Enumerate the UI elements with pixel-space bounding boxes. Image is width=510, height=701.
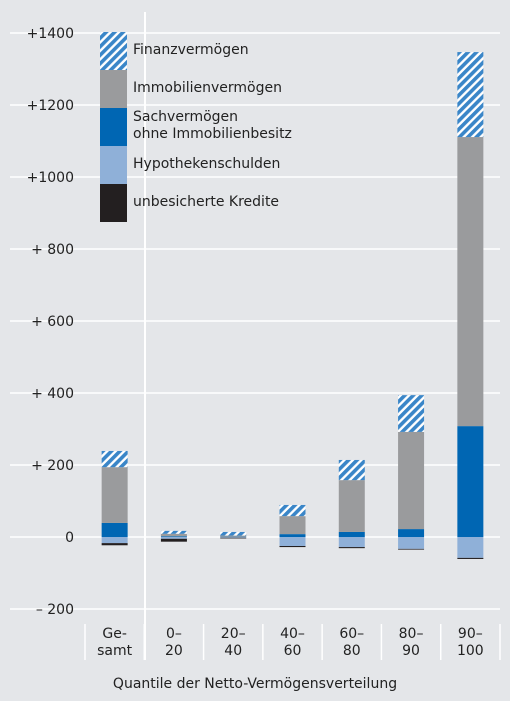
x-tick-label: 90– 100: [456, 626, 484, 659]
bar-segment: [338, 531, 365, 537]
bar-segment: [101, 522, 128, 537]
x-tick-label: 0– 20: [165, 626, 183, 659]
y-tick-label: +1000: [27, 170, 74, 186]
x-tick-label: 40– 60: [280, 626, 305, 659]
legend-label: unbesicherte Kredite: [133, 193, 280, 210]
y-tick-label: + 200: [31, 458, 74, 474]
x-tick-label: 60– 80: [339, 626, 365, 659]
bar-segment: [160, 538, 187, 542]
legend-swatch: [100, 108, 127, 146]
legend-label: Sachvermögen ohne Immobilienbesitz: [133, 109, 292, 142]
x-tick-label: 80– 90: [398, 626, 424, 659]
bar-segment: [457, 557, 484, 559]
bar-segment: [457, 137, 484, 427]
bar-segment: [279, 537, 306, 546]
x-tick-label: 20– 40: [220, 626, 246, 659]
bar-segment: [160, 533, 187, 537]
bar-segment: [160, 536, 187, 537]
bar-segment: [220, 531, 247, 536]
bar-segment: [220, 535, 247, 537]
legend-label: Immobilienvermögen: [133, 79, 282, 96]
bar-segment: [457, 537, 484, 558]
y-tick-label: + 800: [31, 242, 74, 258]
bar-segment: [457, 426, 484, 537]
bar-segment: [279, 546, 306, 548]
bar-segment: [220, 537, 247, 538]
bar-segment: [338, 537, 365, 548]
bar-segment: [279, 504, 306, 517]
bar-segment: [279, 516, 306, 535]
legend-swatch: [100, 184, 127, 222]
y-tick-label: + 400: [31, 386, 74, 402]
legend-swatch: [100, 70, 127, 108]
bar-segment: [398, 395, 425, 432]
bar-segment: [338, 547, 365, 549]
bar-segment: [101, 537, 128, 544]
bar-segment: [101, 543, 128, 546]
legend-label: Hypothekenschulden: [133, 155, 281, 172]
legend-swatch: [100, 146, 127, 184]
bar-segment: [338, 459, 365, 481]
y-tick-label: – 200: [36, 602, 74, 618]
bar-segment: [101, 467, 128, 523]
bar-segment: [279, 534, 306, 537]
y-tick-label: 0: [65, 530, 74, 546]
bar-segment: [398, 548, 425, 550]
bar-segment: [160, 530, 187, 534]
bar-segment: [398, 529, 425, 537]
x-tick-label: Ge- samt: [97, 626, 133, 659]
y-tick-label: + 600: [31, 314, 74, 330]
bar-segment: [220, 537, 247, 539]
bar-segment: [398, 537, 425, 549]
legend-swatch: [100, 32, 127, 70]
bar-segment: [101, 450, 128, 468]
bar-segment: [338, 480, 365, 532]
bar-segment: [457, 52, 484, 138]
legend-label: Finanzvermögen: [133, 41, 249, 58]
x-axis-title: Quantile der Netto-Vermögensverteilung: [112, 676, 398, 692]
y-tick-label: +1200: [27, 98, 74, 114]
y-tick-label: +1400: [27, 26, 74, 42]
bar-segment: [398, 431, 425, 530]
bar-segment: [160, 537, 187, 539]
